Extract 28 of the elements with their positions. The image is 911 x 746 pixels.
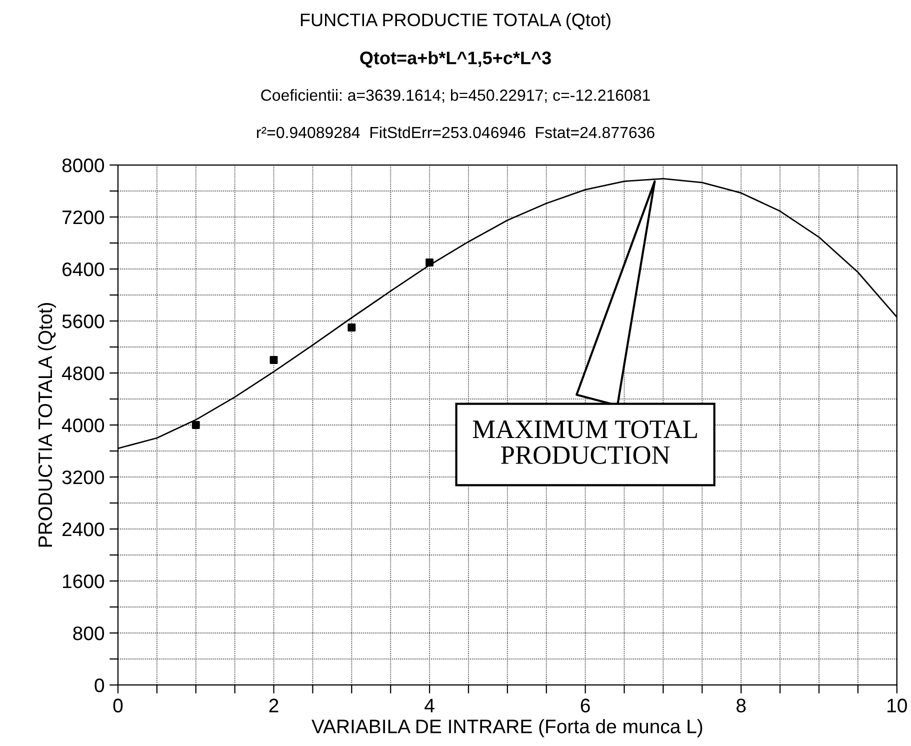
x-tick-label: 2 xyxy=(269,698,278,712)
y-tick-label: 800 xyxy=(73,626,104,640)
x-tick-label: 6 xyxy=(580,698,590,712)
annotation: MAXIMUM TOTAL PRODUCTION xyxy=(472,420,697,464)
text: r²=0.94089284 FitStdErr=253.046946 Fstat=24.877636 xyxy=(257,126,654,138)
y-tick-label: 7200 xyxy=(62,210,104,224)
y-tick-label: 3200 xyxy=(62,470,104,484)
point xyxy=(348,324,356,332)
y-tick-label: 4000 xyxy=(62,418,104,432)
y-tick-label: 6400 xyxy=(62,262,104,276)
chart-subtitle: Qtot=a+b*L^1,5+c*L^3 xyxy=(360,51,551,68)
y-tick-label: 4800 xyxy=(62,366,104,380)
y-tick-label: 8000 xyxy=(62,158,104,172)
y-tick-label: 5600 xyxy=(62,314,104,328)
y-tick-label: 0 xyxy=(94,678,104,692)
point xyxy=(192,421,200,429)
x-tick-label: 0 xyxy=(113,698,123,712)
x-axis-title: VARIABILA DE INTRARE (Forta de munca L) xyxy=(312,719,702,738)
chart-title: FUNCTIA PRODUCTIE TOTALA (Qtot) xyxy=(300,13,610,30)
point xyxy=(270,356,278,364)
x-tick-label: 4 xyxy=(424,698,434,712)
y-axis-title: PRODUCTIA TOTALA (Qtot) xyxy=(38,303,56,547)
text: Coeficientii: a=3639.1614; b=450.22917; c=-12.216081 xyxy=(261,89,650,103)
x-tick-label: 10 xyxy=(888,698,907,712)
point xyxy=(426,258,434,266)
y-tick-label: 1600 xyxy=(63,574,104,588)
x-tick-label: 8 xyxy=(736,698,746,712)
y-tick-label: 2400 xyxy=(62,522,104,536)
